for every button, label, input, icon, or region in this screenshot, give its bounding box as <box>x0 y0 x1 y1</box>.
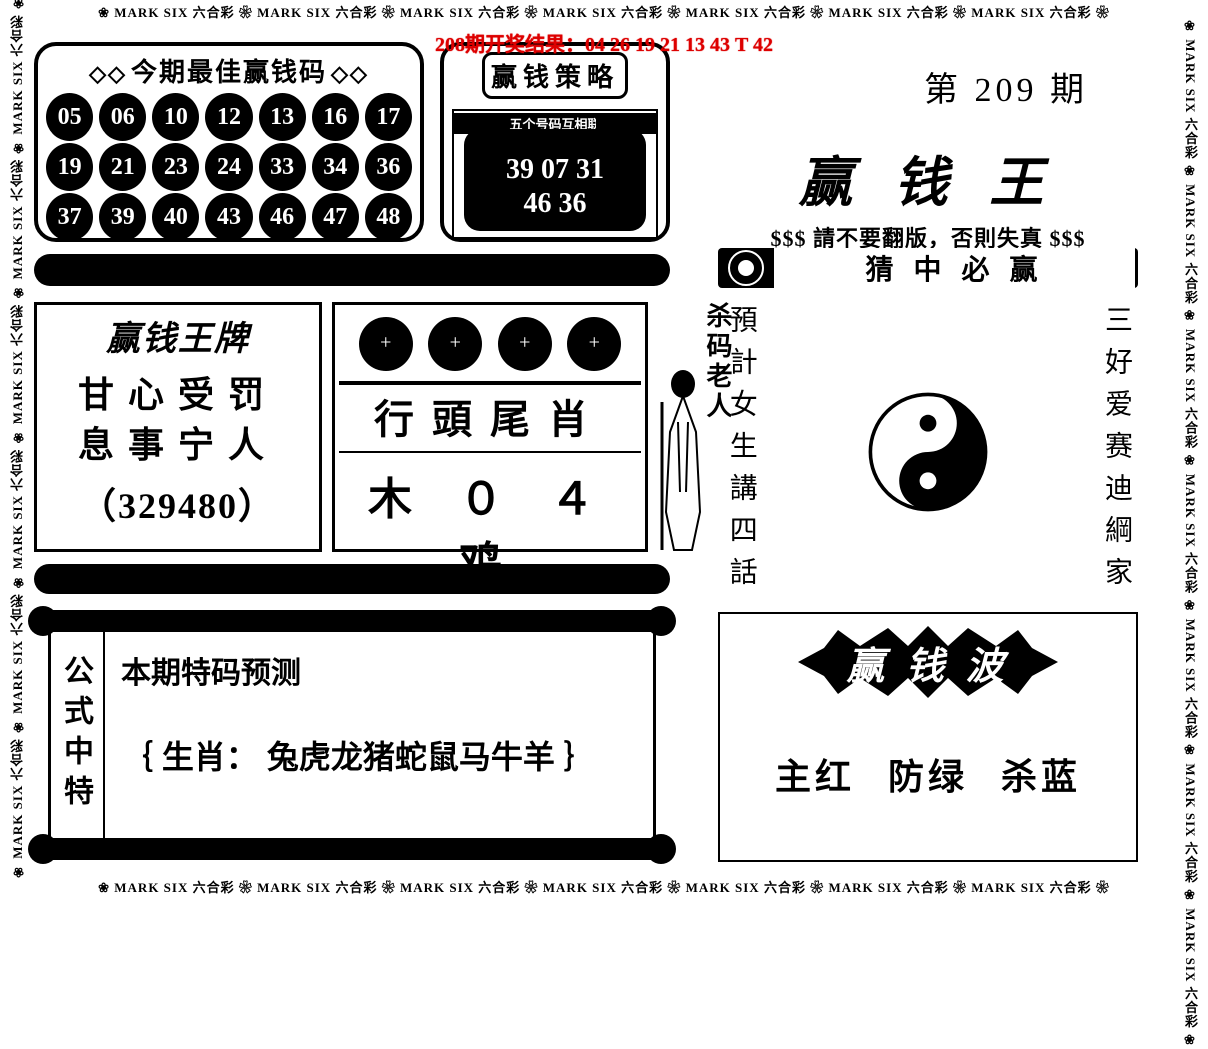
ball: 12 <box>205 93 252 141</box>
border-top: ❀ MARK SIX 六合彩 ❀ MARK SIX 六合彩 ❀ MARK SIX… <box>0 2 1208 21</box>
ball: 48 <box>365 193 412 241</box>
ball: 43 <box>205 193 252 241</box>
border-left: ❀ MARK SIX 六合彩 ❀ MARK SIX 六合彩 ❀ MARK SIX… <box>8 19 27 879</box>
ball: 34 <box>312 143 359 191</box>
dot-icon <box>359 317 413 371</box>
fortune-right: 三好爱赛迪綱家 <box>1093 305 1138 599</box>
htwx-headers: 行頭尾肖 <box>339 387 641 453</box>
ball: 21 <box>99 143 146 191</box>
border-bottom: ❀ MARK SIX 六合彩 ❀ MARK SIX 六合彩 ❀ MARK SIX… <box>0 877 1208 896</box>
idiom-title: 赢钱王牌 <box>43 311 313 360</box>
scroll-main: 本期特码预测 ｛ 生肖： 兔虎龙猪蛇鼠马牛羊 ｝ <box>105 628 653 842</box>
taiji-icon <box>868 392 988 512</box>
idiom-panel: 赢钱王牌 甘心受罚 息事宁人 （329480） <box>34 302 322 552</box>
scroll-rod-bottom <box>34 838 670 860</box>
htwx-panel: 行頭尾肖 木 ０ ４ 鸡 <box>332 302 648 552</box>
must-win-text: 猜中必赢 <box>774 248 1135 288</box>
divider-bar-1 <box>34 254 670 286</box>
fortune-left: 預計女生講四話 <box>718 305 763 599</box>
border-right: ❀ MARK SIX 六合彩 ❀ MARK SIX 六合彩 ❀ MARK SIX… <box>1181 19 1200 879</box>
result-overlay: 208期开奖结果：04 26 19 21 13 43 T 42 <box>435 28 773 57</box>
strategy-title: 赢钱策略 <box>482 52 628 99</box>
strategy-graphic: 五个号码互相联 39 07 31 46 36 <box>452 109 658 239</box>
best-numbers-panel: 今期最佳赢钱码 05 06 10 12 13 16 17 19 21 23 24… <box>34 42 424 242</box>
wave-kill: 杀蓝 <box>1001 757 1081 797</box>
ball: 24 <box>205 143 252 191</box>
divider-bar-2 <box>34 564 670 594</box>
prediction-animals: 兔虎龙猪蛇鼠马牛羊 <box>267 739 555 775</box>
ball: 40 <box>152 193 199 241</box>
ball: 37 <box>46 193 93 241</box>
must-win-bar: 猜中必赢 <box>718 248 1138 288</box>
wave-banner-text: 赢 钱 波 <box>846 635 1009 690</box>
brace-open: ｛ <box>121 739 153 775</box>
dot-icon <box>567 317 621 371</box>
htwx-divider <box>339 381 641 385</box>
idiom-line1: 甘心受罚 <box>43 370 313 420</box>
ball-row-3: 37 39 40 43 46 47 48 <box>46 193 412 241</box>
strategy-panel: 赢钱策略 五个号码互相联 39 07 31 46 36 <box>440 42 670 242</box>
strategy-line2: 46 36 <box>454 187 656 221</box>
coin-icon <box>728 250 764 286</box>
scroll-body: 公式中特 本期特码预测 ｛ 生肖： 兔虎龙猪蛇鼠马牛羊 ｝ <box>48 628 656 842</box>
idiom-code: （329480） <box>43 477 313 529</box>
ball: 10 <box>152 93 199 141</box>
ball: 46 <box>259 193 306 241</box>
wave-banner: 赢 钱 波 <box>798 626 1058 698</box>
elder-icon <box>656 362 710 552</box>
brand: 赢 钱 王 $$$ 請不要翻版，否則失真 $$$ <box>718 138 1138 253</box>
dot-icon <box>428 317 482 371</box>
ball: 33 <box>259 143 306 191</box>
strategy-numbers: 39 07 31 46 36 <box>454 153 656 220</box>
htwx-dots <box>351 317 629 371</box>
brand-title: 赢 钱 王 <box>718 138 1138 217</box>
brace-close: ｝ <box>564 739 596 775</box>
ball: 39 <box>99 193 146 241</box>
scroll-prediction: ｛ 生肖： 兔虎龙猪蛇鼠马牛羊 ｝ <box>121 732 637 778</box>
ball: 16 <box>312 93 359 141</box>
best-numbers-title: 今期最佳赢钱码 <box>46 52 412 89</box>
ball: 17 <box>365 93 412 141</box>
ball: 36 <box>365 143 412 191</box>
strategy-line1: 39 07 31 <box>454 153 656 187</box>
scroll-heading: 本期特码预测 <box>121 648 637 692</box>
issue-number: 第 209 期 <box>924 62 1088 111</box>
ball: 23 <box>152 143 199 191</box>
fortune-section: 預計女生講四話 三好爱赛迪綱家 <box>718 304 1138 600</box>
scroll-side-label: 公式中特 <box>51 628 105 842</box>
ball: 13 <box>259 93 306 141</box>
wave-colors: 主红 防绿 杀蓝 <box>720 748 1136 800</box>
ball-row-2: 19 21 23 24 33 34 36 <box>46 143 412 191</box>
ball: 47 <box>312 193 359 241</box>
ball: 06 <box>99 93 146 141</box>
ball: 05 <box>46 93 93 141</box>
dot-icon <box>498 317 552 371</box>
prediction-scroll: 公式中特 本期特码预测 ｛ 生肖： 兔虎龙猪蛇鼠马牛羊 ｝ <box>34 610 670 860</box>
wave-main: 主红 <box>775 757 855 797</box>
content-area: 今期最佳赢钱码 05 06 10 12 13 16 17 19 21 23 24… <box>30 22 1178 876</box>
wave-panel: 赢 钱 波 主红 防绿 杀蓝 <box>718 612 1138 862</box>
prediction-label: 生肖： <box>162 739 258 775</box>
idiom-line2: 息事宁人 <box>43 420 313 470</box>
ball: 19 <box>46 143 93 191</box>
wave-guard: 防绿 <box>888 757 968 797</box>
ball-row-1: 05 06 10 12 13 16 17 <box>46 93 412 141</box>
